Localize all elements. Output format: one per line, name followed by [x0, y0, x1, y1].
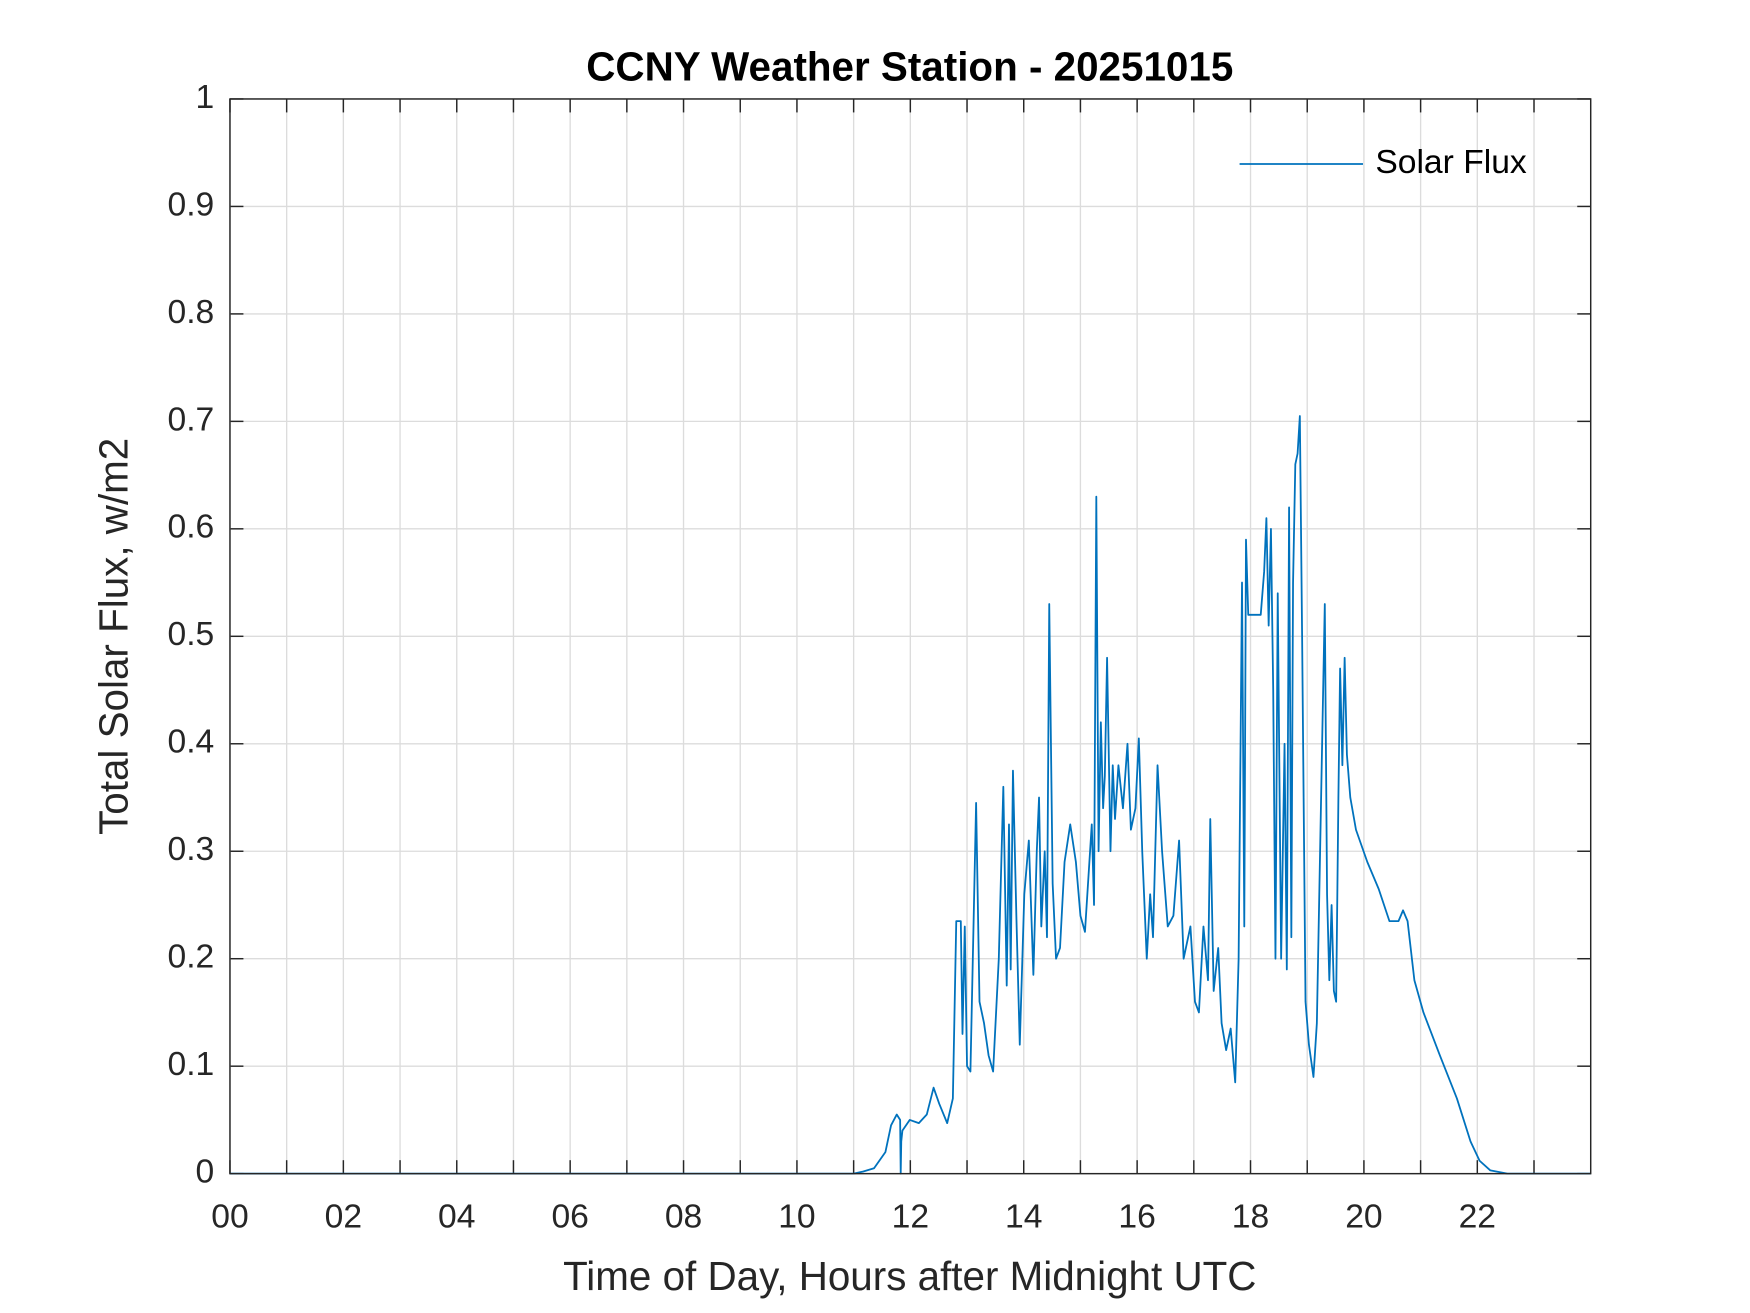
y-tick-label: 0.4 [167, 724, 214, 761]
x-tick-label: 08 [665, 1198, 702, 1235]
x-tick-label: 10 [778, 1198, 815, 1235]
y-tick-label: 0.8 [167, 294, 214, 331]
chart-title: CCNY Weather Station - 20251015 [586, 43, 1233, 89]
legend-label: Solar Flux [1375, 144, 1527, 181]
x-axis-label: Time of Day, Hours after Midnight UTC [563, 1253, 1256, 1299]
y-tick-label: 0 [196, 1154, 215, 1191]
x-tick-label: 00 [211, 1198, 248, 1235]
plot-frame [229, 98, 1592, 1175]
x-tick-label: 20 [1345, 1198, 1382, 1235]
x-tick-label: 04 [438, 1198, 475, 1235]
y-tick-label: 1 [196, 79, 215, 116]
y-tick-label: 0.7 [167, 401, 214, 438]
x-tick-label: 06 [551, 1198, 588, 1235]
x-tick-label: 12 [892, 1198, 929, 1235]
y-axis-label: Total Solar Flux, w/m2 [90, 438, 136, 835]
x-tick-label: 02 [325, 1198, 362, 1235]
y-tick-label: 0.6 [167, 509, 214, 546]
x-tick-label: 14 [1005, 1198, 1042, 1235]
y-tick-label: 0.2 [167, 939, 214, 976]
x-tick-label: 18 [1232, 1198, 1269, 1235]
data-line [229, 415, 1591, 1175]
x-tick-label: 16 [1118, 1198, 1155, 1235]
y-tick-label: 0.1 [167, 1046, 214, 1083]
y-tick-label: 0.5 [167, 616, 214, 653]
x-tick-label: 22 [1459, 1198, 1496, 1235]
y-tick-label: 0.9 [167, 186, 214, 223]
y-tick-label: 0.3 [167, 831, 214, 868]
